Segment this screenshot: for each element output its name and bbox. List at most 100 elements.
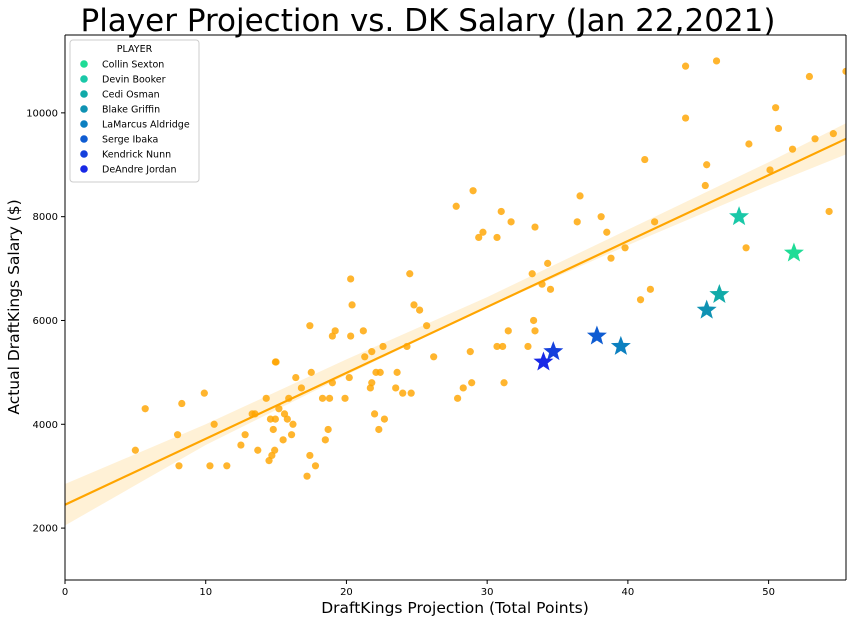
- y-tick-label: 6000: [33, 316, 58, 327]
- data-point: [392, 384, 400, 392]
- data-point: [206, 462, 214, 470]
- data-point: [528, 270, 536, 278]
- data-point: [210, 420, 218, 428]
- x-tick-label: 50: [762, 587, 775, 598]
- data-point: [321, 436, 329, 444]
- legend-label: Devin Booker: [102, 75, 166, 86]
- data-point: [303, 472, 311, 480]
- data-point: [701, 181, 709, 190]
- regression-line: [65, 137, 846, 506]
- x-tick-label: 0: [62, 587, 68, 598]
- data-point: [524, 342, 532, 351]
- legend-label: Blake Griffin: [102, 105, 160, 116]
- data-point: [531, 327, 539, 335]
- data-point: [742, 244, 750, 252]
- data-point: [368, 348, 376, 356]
- data-point: [376, 368, 384, 376]
- data-point: [825, 207, 833, 216]
- data-point: [497, 207, 505, 216]
- data-point: [251, 410, 259, 418]
- legend-label: LaMarcus Aldridge: [102, 120, 190, 131]
- x-tick-label: 40: [622, 587, 635, 598]
- data-point: [318, 394, 327, 402]
- data-point: [279, 436, 287, 444]
- confidence-band: [65, 123, 846, 526]
- data-point: [597, 213, 605, 221]
- data-point: [200, 389, 208, 397]
- player-star-point: [709, 284, 730, 304]
- data-point: [359, 327, 367, 335]
- data-point: [842, 67, 846, 75]
- x-tick-label: 10: [199, 587, 212, 598]
- data-point: [507, 218, 515, 226]
- data-point: [324, 425, 332, 434]
- data-point: [271, 415, 279, 423]
- data-point: [289, 420, 297, 428]
- data-point: [766, 166, 774, 174]
- data-point: [452, 202, 460, 210]
- data-point: [646, 285, 654, 293]
- data-point: [641, 155, 649, 164]
- data-point: [703, 161, 711, 169]
- data-point: [370, 410, 379, 418]
- legend-label: Collin Sexton: [102, 60, 164, 71]
- data-point: [292, 373, 300, 382]
- legend-marker: [80, 135, 88, 143]
- data-point: [241, 431, 249, 439]
- data-point: [504, 327, 512, 335]
- data-point: [681, 114, 690, 122]
- data-point: [361, 353, 369, 361]
- x-axis-label: DraftKings Projection (Total Points): [321, 599, 589, 617]
- data-point: [285, 394, 293, 402]
- data-point: [345, 373, 353, 382]
- data-point: [603, 228, 611, 236]
- data-point: [347, 275, 355, 283]
- data-point: [368, 379, 376, 387]
- data-point: [269, 425, 277, 434]
- legend-marker: [80, 120, 88, 128]
- data-point: [493, 233, 501, 242]
- data-point: [546, 285, 555, 293]
- legend-box: [69, 39, 200, 183]
- data-point: [479, 228, 487, 236]
- data-point: [499, 342, 507, 351]
- data-point: [131, 446, 139, 454]
- data-point: [607, 254, 615, 262]
- data-point: [266, 415, 275, 423]
- data-point: [531, 223, 539, 231]
- legend-marker: [80, 90, 88, 98]
- y-tick-label: 4000: [33, 420, 58, 431]
- legend-label: Kendrick Nunn: [102, 150, 171, 161]
- data-point: [287, 431, 296, 439]
- data-point: [430, 353, 438, 361]
- data-point: [348, 301, 356, 309]
- data-point: [311, 462, 320, 470]
- player-star-point: [696, 299, 717, 319]
- data-point: [175, 462, 183, 470]
- player-star-point: [586, 325, 607, 345]
- data-point: [573, 218, 581, 226]
- x-tick-label: 20: [340, 587, 353, 598]
- data-point: [307, 368, 315, 376]
- plot-area: 0 10 20 30 40 50 2000 4000 6000 8000 10000: [26, 34, 847, 598]
- data-point: [275, 405, 283, 413]
- data-point: [459, 384, 467, 392]
- data-point: [393, 368, 401, 376]
- data-point: [576, 192, 584, 200]
- data-point: [500, 379, 508, 387]
- data-point: [306, 451, 314, 460]
- player-star-point: [533, 351, 554, 371]
- data-point: [544, 259, 552, 267]
- x-tick-label: 30: [481, 587, 494, 598]
- data-point: [468, 379, 476, 387]
- y-tick-label: 2000: [33, 524, 58, 535]
- data-point: [454, 394, 462, 402]
- legend-label: DeAndre Jordan: [102, 165, 177, 176]
- data-point: [328, 379, 336, 387]
- data-point: [272, 358, 280, 366]
- data-point: [237, 441, 245, 449]
- data-point: [254, 446, 262, 454]
- data-point: [347, 332, 355, 340]
- y-tick-label: 8000: [33, 212, 58, 223]
